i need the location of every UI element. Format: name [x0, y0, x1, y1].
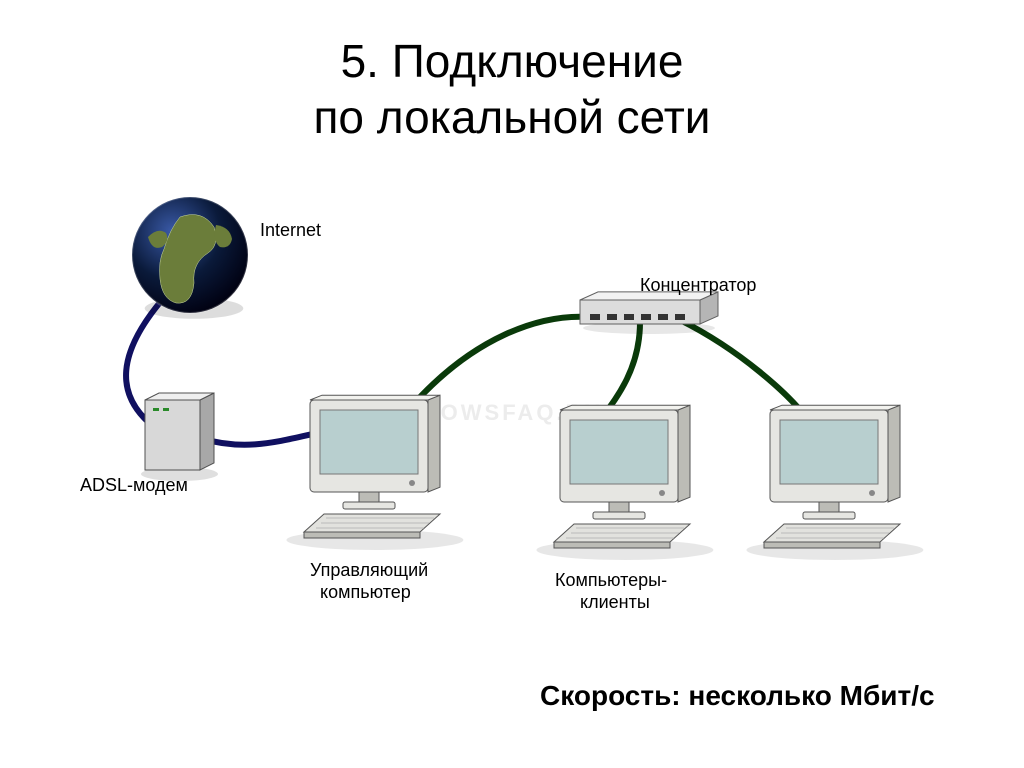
internet-globe-icon: [132, 197, 248, 319]
cable-pc1-hub: [410, 317, 600, 408]
label-mgmt2: компьютер: [320, 582, 411, 603]
footer-speed: Скорость: несколько Мбит/с: [540, 680, 935, 712]
label-internet: Internet: [260, 220, 321, 241]
pc-client2-icon: [746, 405, 923, 560]
pc-managing-icon: [286, 395, 463, 550]
label-mgmt1: Управляющий: [310, 560, 428, 581]
label-clients1: Компьютеры-: [555, 570, 667, 591]
label-clients2: клиенты: [580, 592, 650, 613]
pc-client1-icon: [536, 405, 713, 560]
adsl-modem-icon: [141, 393, 218, 481]
label-adsl: ADSL-модем: [80, 475, 188, 496]
label-hub: Концентратор: [640, 275, 756, 296]
hub-icon: [580, 292, 718, 334]
network-diagram: [0, 0, 1024, 768]
